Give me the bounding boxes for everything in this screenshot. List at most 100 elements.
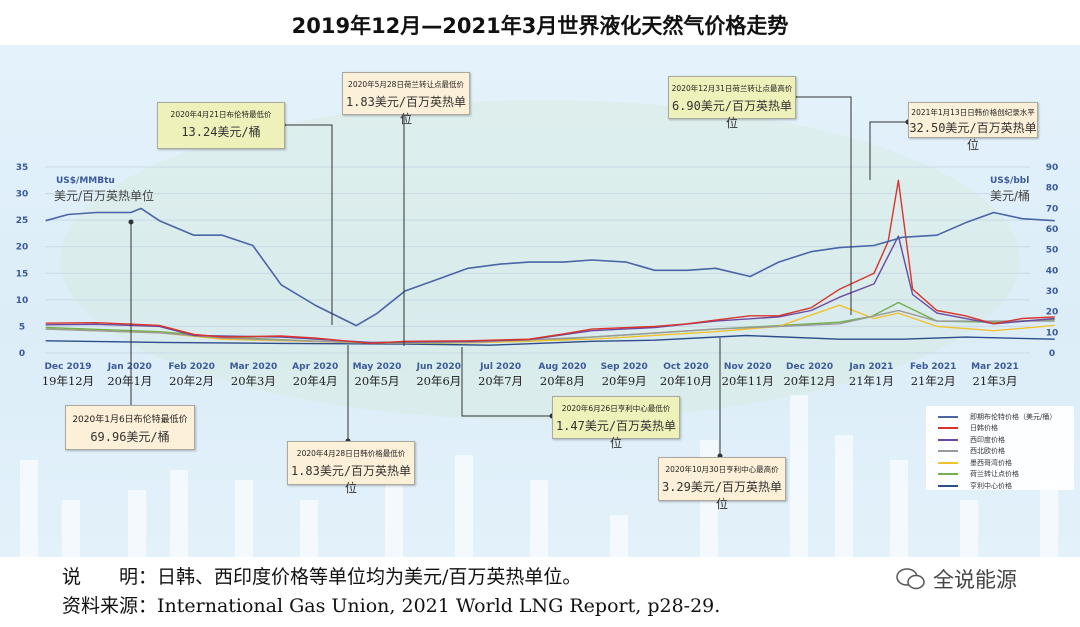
x-tick-label-cn: 20年2月 [169,374,214,388]
legend-item: 即期布伦特价格（美元/桶） [938,411,1074,423]
legend-label: 日韩价格 [970,424,998,433]
decorative-bar [62,500,80,557]
x-tick-label-cn: 20年9月 [602,374,647,388]
x-tick-label: Jan 2021 [848,362,893,372]
legend-item: 日韩价格 [938,423,1074,435]
x-tick-label-cn: 20年3月 [231,374,276,388]
legend-swatch [938,415,958,418]
annotation-brent-jan: 2020年1月6日布伦特最低价 69.96美元/桶 [65,405,195,450]
x-tick-label-cn: 20年6月 [416,374,461,388]
y-left-tick-label: 30 [16,190,29,200]
x-tick-label-cn: 20年4月 [293,374,338,388]
x-tick-label: Mar 2020 [230,362,278,372]
y-right-tick-label: 30 [1046,287,1059,297]
x-tick-label: May 2020 [353,362,402,372]
legend-swatch [938,450,958,453]
x-tick-label: Oct 2020 [663,362,708,372]
legend: 即期布伦特价格（美元/桶） 日韩价格西印度价格西北欧价格 墨西哥湾价格 荷兰转让点价格… [926,406,1074,490]
right-axis-unit-en: US$/bbl [990,176,1030,186]
annotation-leaders [128,94,911,459]
watermark-logo: 全说能源 [895,564,1017,594]
legend-swatch [938,438,958,441]
legend-label: 亨利中心价格 [970,481,1012,490]
legend-item: 墨西哥湾价格 [938,457,1074,469]
decorative-bar [128,490,146,557]
y-right-tick-label: 10 [1046,328,1059,338]
annotation-ttf-high: 2020年12月31日荷兰转让点最高价 6.90美元/百万英热单位 [668,76,796,130]
x-tick-label: Feb 2021 [910,362,957,372]
x-tick-label-cn: 20年1月 [107,374,152,388]
series-line-亨利中心价格 [45,334,1055,346]
decorative-bar [455,455,473,557]
decorative-bar [235,480,253,557]
annotation-hh-high: 2020年10月30日亨利中心最高价 3.29美元/百万英热单位 [658,457,786,511]
x-tick-label-cn: 20年5月 [355,374,400,388]
chart-title: 2019年12月—2021年3月世界液化天然气价格走势 [291,14,789,38]
legend-swatch [938,473,958,476]
x-tick-label: Jul 2020 [479,362,521,372]
x-tick-label-cn: 20年7月 [478,374,523,388]
wechat-icon [896,568,925,590]
legend-label: 荷兰转让点价格 [970,470,1019,479]
y-right-tick-label: 80 [1046,184,1059,194]
decorative-bar [1040,480,1058,557]
x-tick-label: Jun 2020 [416,362,461,372]
x-tick-label: Nov 2020 [724,362,772,372]
decorative-bar [20,460,38,557]
decorative-bar [530,480,548,557]
y-right-tick-label: 50 [1046,246,1059,256]
x-tick-label: Jan 2020 [107,362,152,372]
y-left-tick-label: 35 [16,163,29,173]
decorative-bar [170,470,188,557]
decorative-bar [610,515,628,557]
legend-item: 荷兰转让点价格 [938,469,1074,481]
x-tick-label: Dec 2019 [44,362,91,372]
legend-item: 西北欧价格 [938,446,1074,458]
series-line-日韩价格 [45,179,1055,344]
x-tick-label: Sep 2020 [601,362,648,372]
x-tick-label: Apr 2020 [292,362,338,372]
y-right-tick-label: 90 [1046,163,1059,173]
annotation-jkm-record: 2021年1月13日日韩价格创纪录水平 32.50美元/百万英热单位 [908,102,1038,152]
x-tick-label-cn: 19年12月 [42,374,94,388]
y-left-tick-label: 20 [16,243,29,253]
annotation-brent-low: 2020年4月21日布伦特最低价 13.24美元/桶 [157,102,285,149]
annotation-hh-low: 2020年6月26日亨利中心最低价 1.47美元/百万英热单位 [552,396,680,450]
legend-label: 西北欧价格 [970,447,1005,456]
x-tick-label-cn: 20年10月 [660,374,712,388]
legend-swatch [938,427,958,430]
x-tick-label-cn: 20年12月 [783,374,835,388]
y-right-tick-label: 40 [1046,266,1059,276]
x-tick-label-cn: 21年3月 [973,374,1018,388]
decorative-bar [960,500,978,557]
decorative-bar [890,460,908,557]
x-tick-label: Aug 2020 [538,362,586,372]
decorative-bar [385,470,403,557]
right-axis-unit-cn: 美元/桶 [990,189,1031,203]
x-tick-label-cn: 20年8月 [540,374,585,388]
decorative-bar [790,395,808,557]
x-tick-label-cn: 20年11月 [722,374,774,388]
y-left-tick-label: 25 [16,216,29,226]
series-line-即期布伦特价格（美元/桶） [45,207,1055,327]
y-right-tick-label: 60 [1046,225,1059,235]
y-left-tick-label: 10 [16,296,29,306]
x-tick-label: Feb 2020 [168,362,215,372]
decorative-bar [835,435,853,557]
annotation-ttf-low: 2020年5月28日荷兰转让点最低价 1.83美元/百万英热单位 [342,72,470,126]
legend-label: 西印度价格 [970,435,1005,444]
x-tick-label-cn: 21年2月 [911,374,956,388]
legend-item: 西印度价格 [938,434,1074,446]
y-right-tick-label: 20 [1046,308,1059,318]
y-left-tick-label: 15 [16,269,29,279]
y-right-tick-label: 0 [1049,349,1055,359]
left-axis-unit-en: US$/MMBtu [56,176,115,186]
x-tick-label-cn: 21年1月 [849,374,894,388]
footer-source: 资料来源：International Gas Union, 2021 World… [62,595,721,617]
watermark-text: 全说能源 [933,568,1017,592]
y-left-tick-label: 5 [19,322,25,332]
decorative-bar [300,500,318,557]
series-line-墨西哥湾价格 [45,304,1055,344]
footer-note: 说 明：日韩、西印度价格等单位均为美元/百万英热单位。 [62,566,582,588]
